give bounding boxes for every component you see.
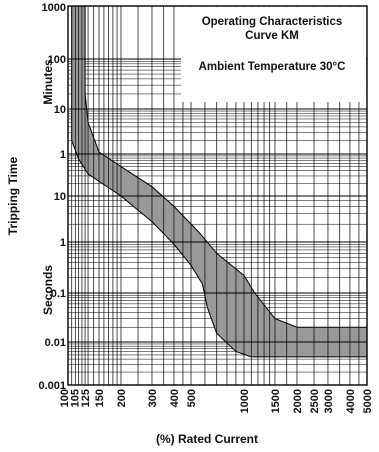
y-axis-seconds-label: Seconds [41, 265, 55, 315]
x-tick-label: 4000 [345, 389, 357, 413]
x-tick-label: 1000 [239, 389, 251, 413]
plot-frame [67, 5, 368, 386]
y-tick-label: 10 [54, 104, 66, 116]
y-tick-label: 10 [54, 191, 66, 203]
y-tick-label: 1000 [42, 2, 66, 14]
y-tick-label: 1 [60, 237, 66, 249]
chart-subtitle: Ambient Temperature 30°C [199, 61, 346, 73]
x-tick-label: 125 [80, 389, 92, 407]
x-tick-label: 400 [169, 389, 181, 407]
x-tick-label: 300 [147, 389, 159, 407]
title-box: Operating Characteristics Curve KM Ambien… [181, 7, 366, 102]
x-tick-label: 3000 [323, 389, 335, 413]
x-tick-label: 105 [70, 389, 82, 407]
x-tick-label: 500 [186, 389, 198, 407]
x-tick-label: 2000 [292, 389, 304, 413]
y-tick-label: 1 [60, 149, 66, 161]
x-tick-label: 150 [94, 389, 106, 407]
chart-title: Operating Characteristics Curve KM [202, 16, 343, 42]
x-tick-label: 2500 [309, 389, 321, 413]
x-tick-label: 1500 [270, 389, 282, 413]
x-tick-label: 100 [59, 389, 71, 407]
y-tick-label: 0.1 [51, 288, 66, 300]
x-tick-label: 5000 [362, 389, 374, 413]
y-tick-label: 0.01 [45, 337, 66, 349]
y-axis-minutes-label: Minutes [41, 59, 55, 105]
x-axis-label: (%) Rated Current [156, 432, 258, 446]
y-axis-label: Tripping Time [6, 156, 20, 235]
y-tick-labels: 1000 100 10 1 10 1 0.1 0.01 0.001 [38, 2, 66, 392]
x-tick-label: 200 [116, 389, 128, 407]
minor-gridlines [68, 61, 367, 373]
y-tick-label: 0.001 [38, 380, 66, 392]
y-tick-label: 100 [48, 54, 66, 66]
